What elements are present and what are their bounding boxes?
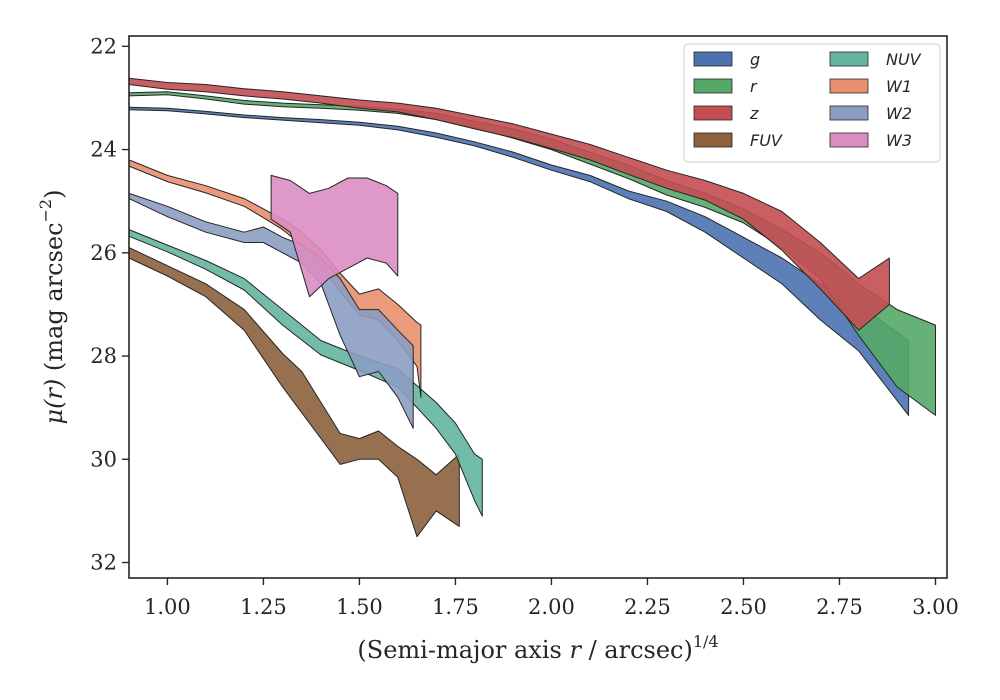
y-tick-label: 26 bbox=[90, 241, 117, 265]
legend-item-z: z bbox=[693, 104, 759, 123]
x-tick-label: 2.75 bbox=[816, 595, 863, 619]
x-tick-label: 2.25 bbox=[624, 595, 671, 619]
legend-item-fuv: FUV bbox=[693, 131, 783, 150]
legend-label: g bbox=[750, 50, 760, 69]
legend-swatch bbox=[829, 105, 869, 121]
x-tick-label: 1.00 bbox=[144, 595, 191, 619]
legend-swatch bbox=[829, 51, 869, 67]
ticks-layer: 1.00 1.25 1.50 1.75 2.00 2.25 2.50 2.75 3.00 22 24… bbox=[90, 34, 959, 619]
x-tick-label: 2.00 bbox=[528, 595, 575, 619]
legend-label: FUV bbox=[750, 131, 783, 150]
y-tick-label: 32 bbox=[90, 551, 117, 575]
legend: grz FUV NUV W1 W2 W3 bbox=[683, 43, 941, 163]
legend-item-r: r bbox=[693, 77, 758, 96]
legend-item-w1: W1 bbox=[829, 77, 912, 96]
plot-frame bbox=[128, 35, 948, 579]
series-band-z bbox=[128, 77, 890, 331]
legend-label: NUV bbox=[886, 50, 922, 69]
y-axis-label: μ(r) (mag arcsec−2) bbox=[36, 190, 68, 425]
x-tick-label: 2.50 bbox=[720, 595, 767, 619]
legend-swatch bbox=[693, 132, 733, 148]
legend-item-g: g bbox=[693, 50, 760, 69]
legend-label: z bbox=[749, 104, 759, 123]
y-tick-label: 30 bbox=[90, 447, 117, 471]
legend-label: W2 bbox=[886, 104, 912, 123]
legend-item-nuv: NUV bbox=[829, 50, 922, 69]
legend-label: W3 bbox=[886, 131, 912, 150]
y-tick-label: 24 bbox=[90, 138, 117, 162]
x-tick-label: 1.50 bbox=[336, 595, 383, 619]
y-tick-label: 22 bbox=[90, 34, 117, 58]
series-band-fuv bbox=[128, 247, 460, 538]
series-band-w3 bbox=[270, 174, 399, 298]
legend-swatch bbox=[693, 78, 733, 94]
legend-swatch bbox=[693, 51, 733, 67]
legend-swatch bbox=[829, 132, 869, 148]
legend-label: W1 bbox=[886, 77, 912, 96]
legend-swatch bbox=[829, 78, 869, 94]
x-tick-label: 1.25 bbox=[240, 595, 287, 619]
legend-item-w3: W3 bbox=[829, 131, 912, 150]
legend-swatch bbox=[693, 105, 733, 121]
series-band-nuv bbox=[128, 229, 483, 517]
series-layer bbox=[128, 77, 936, 538]
x-tick-label: 1.75 bbox=[432, 595, 479, 619]
series-band-w2 bbox=[128, 192, 414, 429]
legend-item-w2: W2 bbox=[829, 104, 912, 123]
legend-box bbox=[683, 43, 941, 163]
legend-label: r bbox=[750, 77, 758, 96]
y-tick-label: 28 bbox=[90, 344, 117, 368]
x-axis-label: (Semi-major axis r / arcsec)1/4 bbox=[357, 632, 718, 664]
series-band-g bbox=[128, 106, 910, 416]
x-tick-label: 3.00 bbox=[912, 595, 959, 619]
